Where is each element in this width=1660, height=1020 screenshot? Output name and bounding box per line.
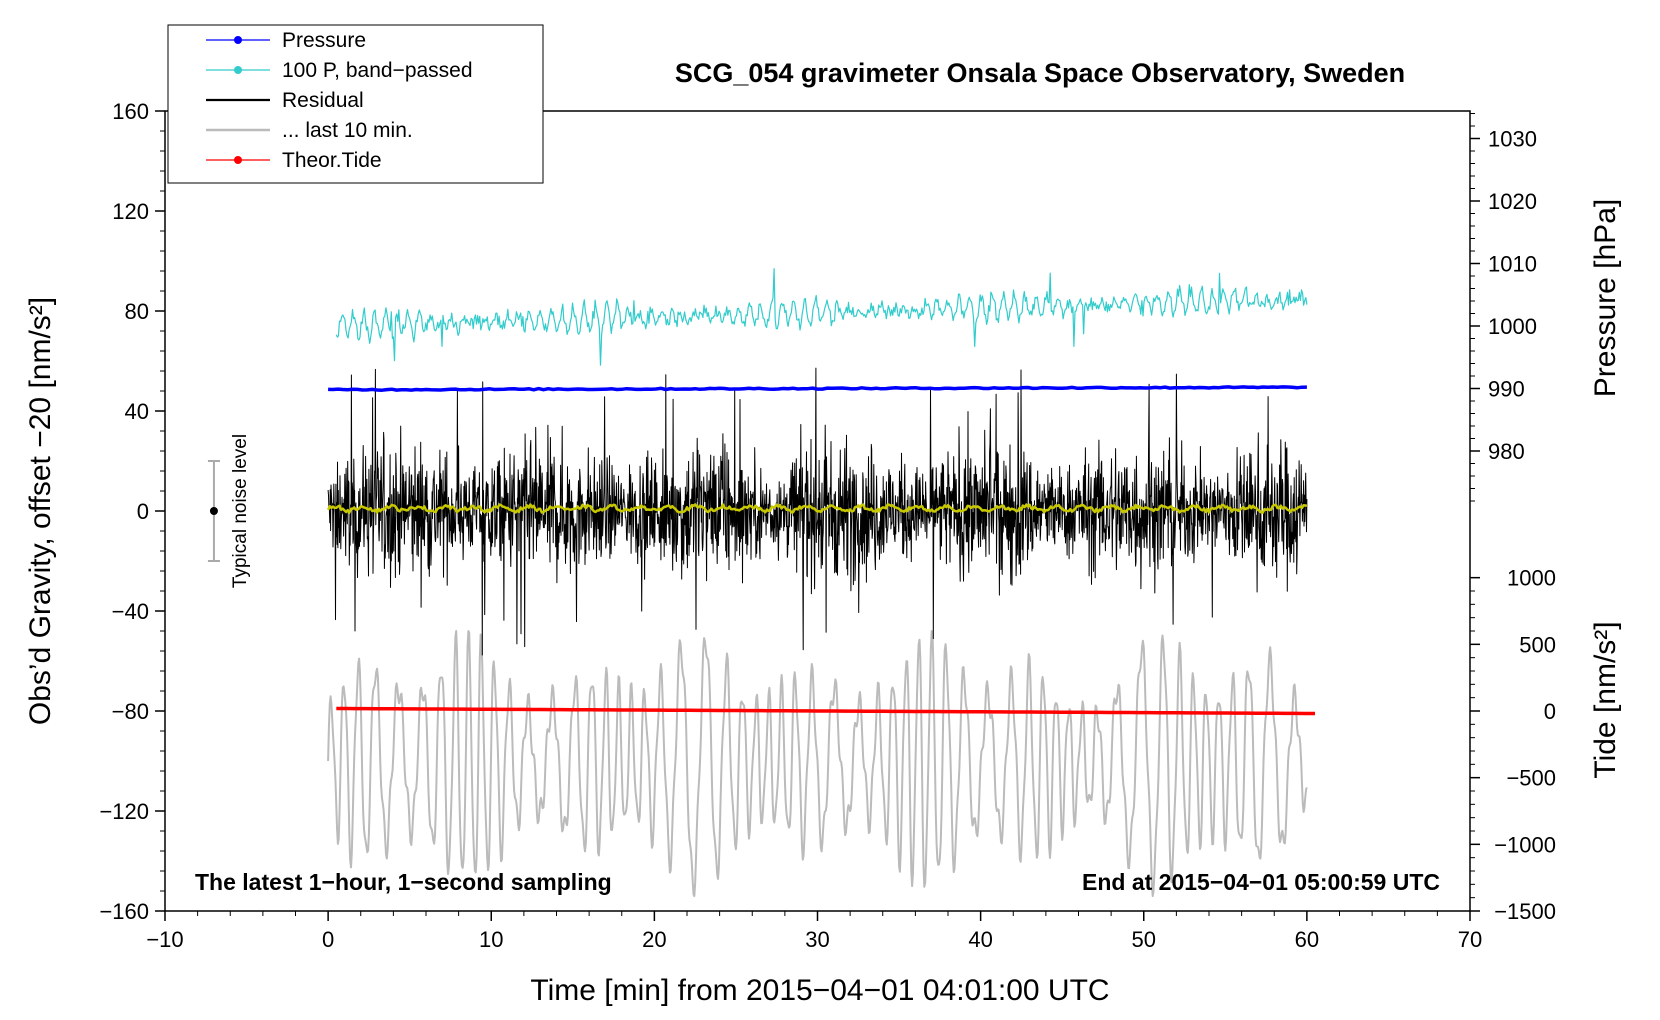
noise-level-label: Typical noise level [230,434,251,588]
tide-tick-label: 1000 [1507,566,1556,591]
x-tick-label: 10 [479,927,503,952]
y-tick-label: 80 [125,299,149,324]
x-tick-label: 50 [1132,927,1156,952]
tide-tick-label: 500 [1519,632,1556,657]
y-tick-label: −160 [99,899,149,924]
noise-bar-center [209,507,218,515]
y-tick-label: 0 [137,499,149,524]
x-tick-label: 20 [642,927,666,952]
annotation-sampling: The latest 1−hour, 1−second sampling [195,869,612,895]
legend-marker [234,66,242,74]
chart-title: SCG_054 gravimeter Onsala Space Observat… [675,58,1405,88]
pressure-tick-label: 1000 [1488,314,1537,339]
x-axis-label: Time [min] from 2015−04−01 04:01:00 UTC [530,974,1109,1007]
x-tick-label: 40 [968,927,992,952]
legend-label: ... last 10 min. [282,119,413,142]
axes-layer: −10 0 10 20 30 40 50 60 7016012080400−40−80−120−… [99,99,1556,952]
y-axis-label-tide: Tide [nm/s²] [1589,621,1622,778]
tide-tick-label: −500 [1506,766,1556,791]
legend-label: Pressure [282,29,366,52]
series-last-10-min [327,630,1308,898]
legend-box [167,24,544,184]
pressure-tick-label: 990 [1488,377,1525,402]
legend-label: 100 P, band−passed [282,59,473,82]
x-tick-label: 60 [1295,927,1319,952]
legend: Pressure 100 P, band−passed Residual ... la… [167,24,544,184]
tide-tick-label: 0 [1544,699,1556,724]
pressure-tick-label: 980 [1488,439,1525,464]
plot-area [164,110,1471,912]
y-tick-label: 120 [112,199,149,224]
series-residual-smoothed [326,503,1308,514]
pressure-tick-label: 1020 [1488,189,1537,214]
annotation-end-time: End at 2015−04−01 05:00:59 UTC [1082,869,1440,895]
series-residual [327,367,1308,656]
legend-marker [234,156,242,164]
x-tick-label: −10 [146,927,183,952]
series-pressure [328,385,1307,392]
y-axis-label-left: Obs’d Gravity, offset −20 [nm/s²] [24,297,57,725]
y-tick-label: −120 [99,799,149,824]
tide-tick-label: −1000 [1494,832,1556,857]
pressure-tick-label: 1010 [1488,252,1537,277]
y-tick-label: −80 [112,699,149,724]
legend-label: Residual [282,89,364,112]
series-theor-tide [336,706,1315,716]
y-tick-label: −40 [112,599,149,624]
legend-marker [234,36,242,44]
x-tick-label: 30 [805,927,829,952]
x-tick-label: 70 [1458,927,1482,952]
x-tick-label: 0 [322,927,334,952]
legend-label: Theor.Tide [282,149,382,172]
pressure-tick-label: 1030 [1488,127,1537,152]
y-axis-label-pressure: Pressure [hPa] [1589,199,1622,397]
y-tick-label: 40 [125,399,149,424]
noise-level-indicator [207,460,220,562]
series-pressure-bandpassed [335,268,1308,366]
tide-tick-label: −1500 [1494,899,1556,924]
y-tick-label: 160 [112,99,149,124]
series-layer [326,268,1315,898]
